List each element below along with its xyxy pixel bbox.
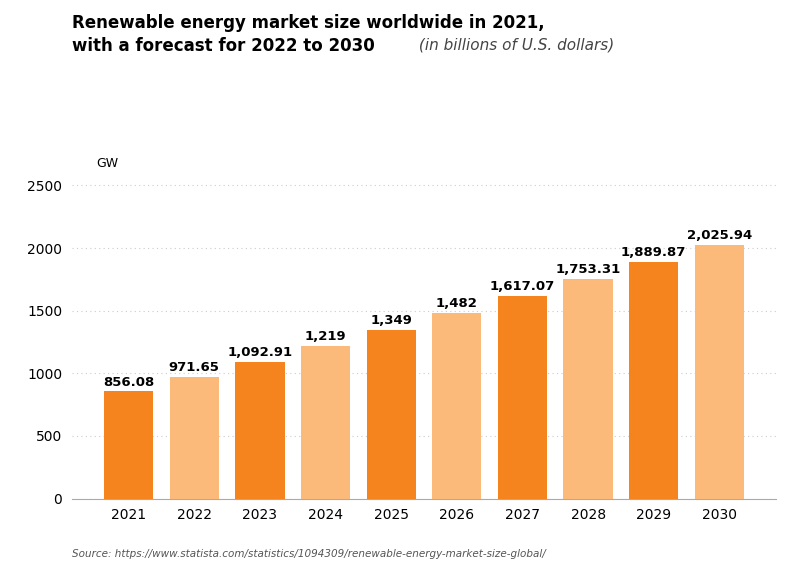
Text: 1,349: 1,349 — [370, 314, 412, 327]
Bar — [235, 362, 285, 499]
Bar — [366, 329, 416, 499]
Text: 1,889.87: 1,889.87 — [621, 246, 686, 259]
Text: (in billions of U.S. dollars): (in billions of U.S. dollars) — [414, 37, 614, 52]
Text: with a forecast for 2022 to 2030: with a forecast for 2022 to 2030 — [72, 37, 374, 55]
Text: 2,025.94: 2,025.94 — [686, 229, 752, 242]
Text: GW: GW — [96, 158, 118, 170]
Text: 1,219: 1,219 — [305, 330, 346, 343]
Text: Renewable energy market size worldwide in 2021,: Renewable energy market size worldwide i… — [72, 14, 545, 32]
Bar — [170, 377, 219, 499]
Text: Source: https://www.statista.com/statistics/1094309/renewable-energy-market-size: Source: https://www.statista.com/statist… — [72, 549, 546, 559]
Bar — [563, 279, 613, 499]
Text: 1,482: 1,482 — [436, 297, 478, 310]
Bar — [432, 313, 482, 499]
Bar — [694, 245, 744, 499]
Bar — [301, 346, 350, 499]
Text: 1,092.91: 1,092.91 — [227, 346, 293, 359]
Text: 856.08: 856.08 — [103, 375, 154, 388]
Bar — [104, 391, 154, 499]
Text: 1,617.07: 1,617.07 — [490, 280, 555, 293]
Bar — [629, 262, 678, 499]
Text: 971.65: 971.65 — [169, 361, 220, 374]
Text: 1,753.31: 1,753.31 — [555, 263, 621, 276]
Bar — [498, 296, 547, 499]
